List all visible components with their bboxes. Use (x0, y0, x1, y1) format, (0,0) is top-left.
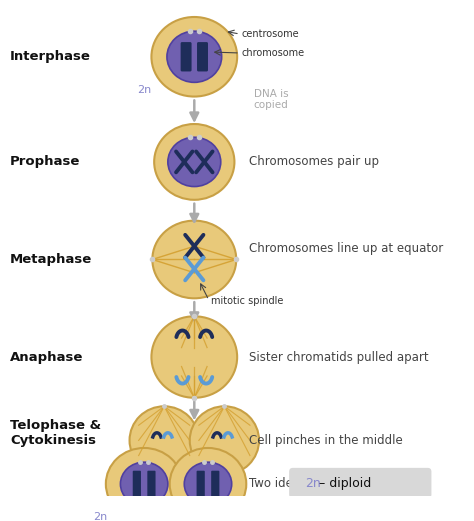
Ellipse shape (120, 462, 168, 506)
Text: 2n: 2n (137, 85, 151, 95)
Text: centrosome: centrosome (242, 29, 300, 39)
FancyBboxPatch shape (197, 42, 208, 71)
Text: Two identical daughter cells: Two identical daughter cells (249, 477, 414, 490)
Text: Metaphase: Metaphase (10, 253, 92, 266)
Text: Anaphase: Anaphase (10, 351, 83, 364)
Text: 2n: 2n (306, 477, 321, 490)
Ellipse shape (152, 220, 236, 299)
FancyBboxPatch shape (133, 470, 141, 497)
FancyBboxPatch shape (289, 468, 431, 498)
Text: Chromosomes line up at equator: Chromosomes line up at equator (249, 242, 443, 255)
Text: Chromosomes pair up: Chromosomes pair up (249, 155, 379, 168)
Text: chromosome: chromosome (242, 48, 305, 58)
Text: Sister chromatids pulled apart: Sister chromatids pulled apart (249, 351, 428, 364)
Ellipse shape (190, 406, 259, 475)
Ellipse shape (168, 138, 221, 187)
FancyBboxPatch shape (181, 42, 191, 71)
Text: Interphase: Interphase (10, 50, 91, 63)
Ellipse shape (129, 406, 199, 475)
Text: Cell pinches in the middle: Cell pinches in the middle (249, 434, 403, 447)
Ellipse shape (106, 448, 182, 520)
Ellipse shape (151, 316, 237, 398)
Ellipse shape (167, 31, 222, 82)
Text: Prophase: Prophase (10, 155, 81, 168)
Text: – diploid: – diploid (319, 477, 372, 490)
FancyBboxPatch shape (197, 470, 205, 497)
FancyBboxPatch shape (211, 470, 219, 497)
FancyBboxPatch shape (147, 470, 155, 497)
Text: DNA is
copied: DNA is copied (254, 89, 288, 110)
Ellipse shape (151, 17, 237, 96)
Ellipse shape (170, 448, 246, 520)
Text: Telophase &
Cytokinesis: Telophase & Cytokinesis (10, 419, 101, 447)
Ellipse shape (154, 124, 235, 200)
Text: mitotic spindle: mitotic spindle (211, 296, 283, 306)
Ellipse shape (184, 462, 232, 506)
Text: 2n: 2n (93, 512, 108, 521)
